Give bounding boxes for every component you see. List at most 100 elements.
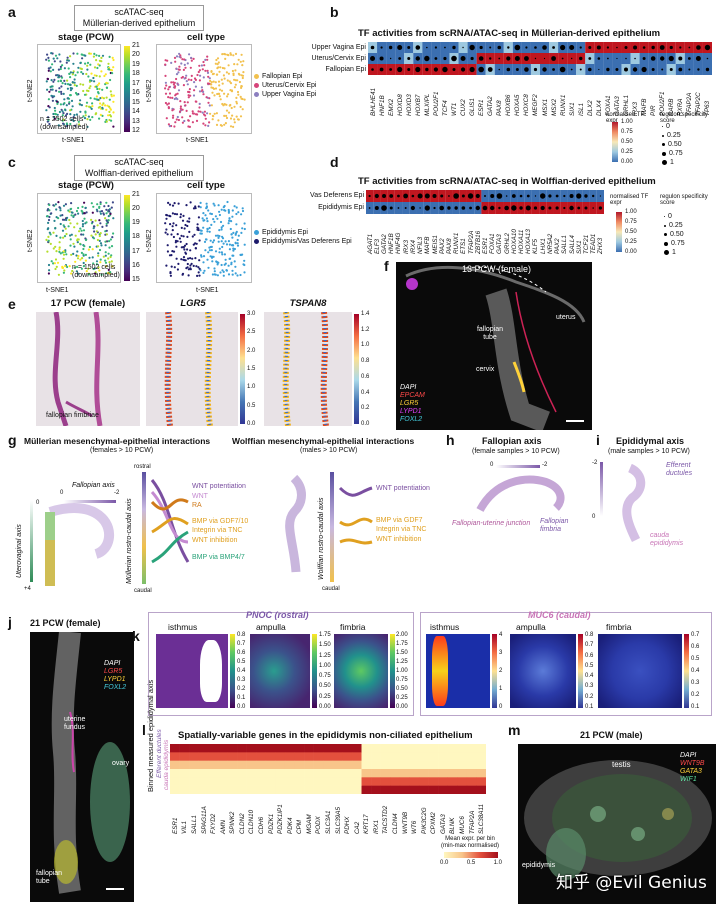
cell-point: [205, 202, 208, 205]
cell-point: [213, 273, 216, 276]
cell-point: [178, 110, 182, 113]
cell-point: [216, 234, 219, 237]
specificity-dot: [440, 194, 444, 198]
cell-point: [71, 73, 74, 76]
size-label: 0.75: [671, 240, 685, 247]
cell-point: [166, 244, 169, 247]
cell-point: [243, 98, 246, 101]
specificity-dot: [490, 194, 495, 198]
cell-point: [223, 52, 226, 56]
legend-lgr5: LGR5: [400, 400, 419, 407]
cell-point: [168, 86, 171, 89]
gene-label: CUX2: [460, 99, 468, 116]
panel-g-title-left: Müllerian mesenchymal-epithelial interac…: [24, 436, 210, 446]
cell-point: [216, 263, 219, 266]
cell-point: [210, 223, 213, 226]
cell-point: [48, 209, 51, 212]
cell-point: [56, 100, 59, 103]
cell-point: [233, 205, 236, 208]
cell-point: [85, 89, 89, 92]
heatmap-cell: [390, 752, 401, 761]
cell-point: [58, 53, 61, 56]
cell-point: [232, 254, 235, 257]
cell-point: [107, 114, 110, 117]
cell-point: [99, 202, 102, 206]
heatmap-cell: [371, 752, 381, 761]
cell-point: [181, 121, 184, 124]
cell-point: [69, 122, 72, 126]
cell-point: [236, 238, 239, 242]
gene-label: PAX8: [445, 238, 453, 254]
specificity-dot: [555, 206, 559, 210]
heatmap-cell: [256, 760, 267, 770]
cell-point: [63, 225, 66, 228]
size-label: 0.25: [669, 222, 683, 229]
cell-point: [75, 209, 79, 213]
cell-point: [189, 257, 192, 260]
panel-b-legend-expr: normalised TF expr: [606, 112, 656, 124]
cell-point: [104, 73, 107, 76]
specificity-dot: [374, 206, 379, 210]
cell-point: [194, 85, 197, 88]
heatmap-cell: [256, 769, 267, 778]
cell-point: [230, 261, 233, 264]
cell-point: [67, 97, 70, 100]
cell-point: [95, 260, 99, 263]
heatmap-cell: [179, 785, 190, 794]
cell-point: [231, 273, 234, 276]
cell-point: [236, 79, 239, 82]
cell-point: [47, 218, 51, 222]
cell-point: [70, 202, 73, 205]
specificity-dot: [552, 46, 555, 49]
cell-point: [231, 236, 234, 239]
cell-point: [194, 247, 197, 250]
specificity-dot: [588, 46, 592, 49]
cell-point: [75, 93, 78, 96]
panel-k-sub-4: isthmus: [430, 622, 460, 632]
cell-point: [206, 58, 209, 61]
specificity-dot: [484, 195, 486, 197]
cell-point: [60, 108, 63, 111]
cell-point: [174, 239, 178, 242]
cell-point: [54, 109, 57, 112]
cell-point: [46, 53, 49, 56]
panel-k-cbar-2: [312, 634, 317, 708]
panel-k-cbar-1: [230, 634, 235, 708]
cell-point: [95, 54, 98, 57]
specificity-dot: [641, 66, 647, 73]
cell-point: [102, 213, 105, 216]
cell-point: [180, 62, 183, 65]
gene-label: SIX1: [575, 240, 583, 254]
cell-point: [233, 78, 236, 81]
cell-point: [190, 74, 193, 77]
heatmap-cell: [447, 760, 458, 770]
cell-point: [236, 63, 239, 66]
tick: 0.1: [691, 704, 700, 710]
cell-point: [85, 101, 89, 104]
size-label: 0: [668, 213, 672, 220]
cell-point: [65, 104, 68, 107]
cell-point: [239, 253, 242, 256]
gene-label: HOXA5: [514, 94, 522, 116]
cell-point: [183, 227, 186, 230]
heatmap-cell: [361, 760, 372, 770]
cell-point: [206, 69, 209, 72]
panel-label-c: c: [8, 154, 16, 170]
cell-point: [230, 106, 233, 110]
specificity-dot: [407, 46, 411, 49]
cell-point: [61, 229, 65, 232]
heatmap-cell: [342, 760, 353, 770]
specificity-dot: [598, 68, 600, 71]
cell-point: [109, 90, 112, 93]
cell-point: [207, 209, 210, 212]
cell-point: [170, 61, 173, 64]
size-label: 0.75: [669, 150, 683, 157]
row-label: Epididymis Epi: [318, 204, 364, 211]
cell-point: [109, 78, 112, 82]
panel-a-celltype-plot: [156, 44, 252, 134]
cell-point: [92, 76, 95, 80]
cell-point: [232, 54, 235, 57]
cell-point: [193, 89, 196, 92]
cell-point: [225, 71, 228, 74]
panel-d-row-labels: Vas Deferens Epi Epididymis Epi: [306, 190, 364, 214]
